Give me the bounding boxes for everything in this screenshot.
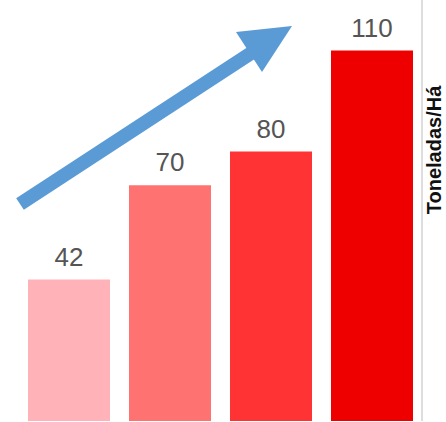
svg-text:70: 70 bbox=[156, 147, 185, 177]
svg-text:42: 42 bbox=[55, 242, 84, 272]
svg-text:Toneladas/Há: Toneladas/Há bbox=[423, 85, 445, 214]
svg-text:110: 110 bbox=[351, 13, 392, 43]
svg-text:80: 80 bbox=[257, 114, 286, 144]
